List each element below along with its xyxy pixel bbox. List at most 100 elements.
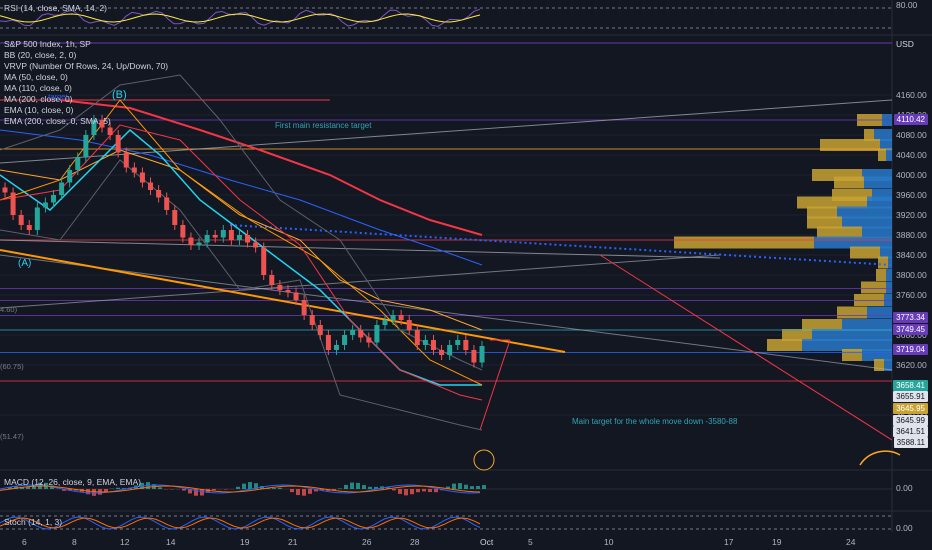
ema200-dotted-line [229,224,893,266]
macd-histogram-bar [26,486,30,489]
vp-down-bar [807,206,837,219]
candle [301,300,307,315]
candle [180,225,186,238]
candle [350,330,356,335]
target-arc [859,450,901,466]
vp-down-bar [837,306,867,319]
vp-up-bar [886,281,892,294]
time-tick-label: 14 [166,537,176,547]
stoch-label: Stoch (14, 1, 3) [4,517,63,527]
candle [115,135,121,153]
macd-histogram-bar [188,489,192,494]
wave-b-label: (B) [112,89,127,101]
candle [261,247,267,275]
candle [406,320,412,330]
time-tick-label: 19 [240,537,250,547]
price-tag: 3588.11 [893,437,928,448]
vp-up-bar [888,256,892,269]
macd-histogram-bar [68,489,72,491]
macd-histogram-bar [302,489,306,496]
macd-histogram-bar [278,487,282,489]
time-tick-label: 17 [724,537,734,547]
macd-histogram-bar [290,489,294,493]
price-tick-label: 3840.00 [896,250,927,260]
candle [131,167,137,173]
legend-ema10: EMA (10, close, 0) [4,105,74,115]
macd-histogram-bar [404,489,408,496]
vp-up-bar [837,206,892,219]
macd-histogram-bar [482,485,486,489]
macd-histogram-bar [308,489,312,494]
macd-histogram-bar [464,484,468,489]
macd-histogram-bar [320,489,324,491]
vp-up-bar [812,329,892,341]
macd-histogram-bar [338,488,342,489]
macd-histogram-bar [434,489,438,493]
macd-histogram-bar [452,483,456,489]
candle [325,335,331,350]
vp-down-bar [802,319,842,331]
time-tick-label: 28 [410,537,420,547]
candle [439,350,445,355]
vp-down-bar [874,359,884,371]
vp-up-bar [880,139,892,151]
candle [382,320,388,325]
candle [42,202,48,208]
candle [390,315,396,320]
ma50-line [0,149,483,331]
candle [245,235,251,243]
time-tick-label: 19 [772,537,782,547]
time-tick-label: 26 [362,537,372,547]
legend-ema200: EMA (200, close, 0, SMA, 5) [4,116,111,126]
price-tag: 3641.51 [893,426,928,437]
price-tick-label: 3680.00 [896,330,927,340]
candle [51,195,57,203]
candle [358,330,364,338]
macd-histogram-bar [296,489,300,496]
vp-up-bar [884,359,892,371]
candle [2,187,8,193]
currency-label[interactable]: USD [896,39,914,49]
rsi-ma-line [0,13,481,23]
rsi-line [0,8,481,27]
candle [455,340,461,345]
stoch-d-line [0,517,481,529]
macd-histogram-bar [332,489,336,491]
ema10-line [0,128,482,386]
candle [107,127,113,135]
macd-histogram-bar [8,487,12,489]
macd-histogram-bar [62,489,66,491]
price-tick-label: 4000.00 [896,170,927,180]
candle [156,190,162,198]
macd-histogram-bar [446,486,450,489]
macd-histogram-bar [116,487,120,489]
trendline-low [0,254,721,309]
macd-histogram-bar [86,489,90,495]
vp-up-bar [842,319,892,331]
stoch-k-line [0,516,481,530]
fib-label-2: (51.47) [0,432,24,441]
rsi-label: RSI (14, close, SMA, 14, 2) [4,3,107,13]
candle [164,197,170,210]
vp-down-bar [807,216,842,229]
vp-up-bar [802,339,892,351]
target-circle [473,449,495,471]
vp-down-bar [834,176,864,189]
candle [366,337,372,343]
vp-up-bar [886,269,892,281]
macd-histogram-bar [242,483,246,489]
price-tag: 3645.99 [893,415,928,426]
trendline-upper [0,99,893,164]
candle [228,230,234,240]
ma200-line [59,99,483,236]
indicator-legend: S&P 500 Index, 1h, SP BB (20, close, 2, … [4,39,168,127]
candle [269,275,275,285]
candle [277,285,283,290]
macd-histogram-bar [350,482,354,489]
projection-right [479,339,511,431]
price-tag: 4110.42 [893,114,928,125]
trendline-red-diagonal [599,254,893,441]
macd-histogram-bar [122,488,126,489]
legend-ma200: MA (200, close, 0) [4,94,73,104]
